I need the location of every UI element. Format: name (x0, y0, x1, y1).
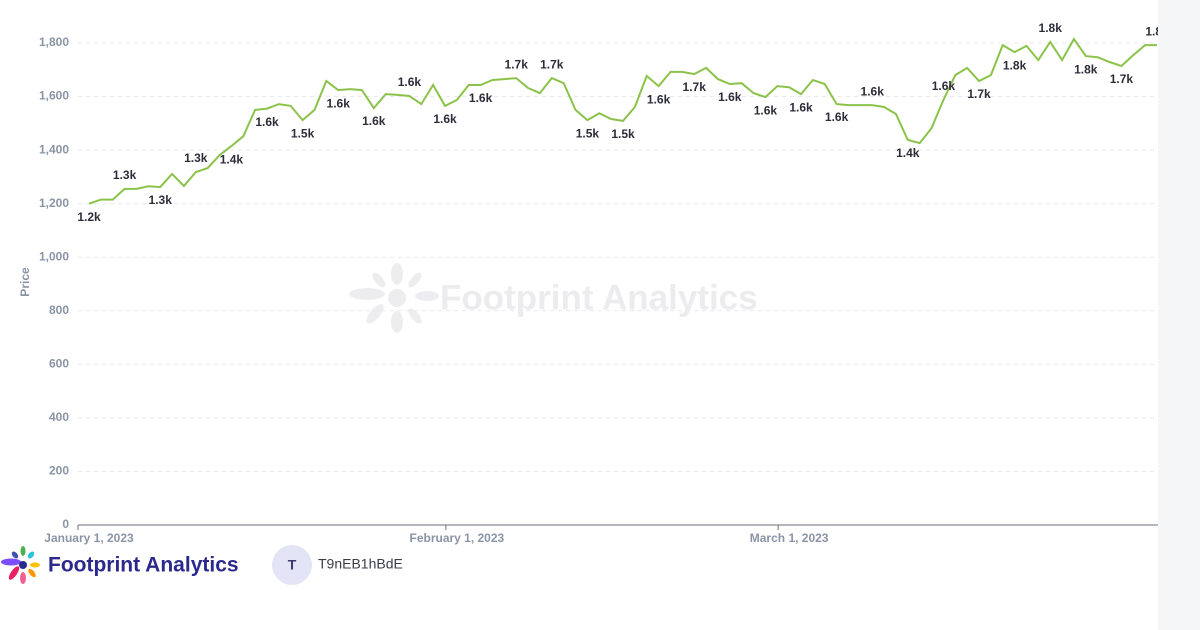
y-tick-label: 1,600 (39, 89, 69, 103)
value-label: 1.8k (1145, 24, 1169, 38)
watermark (349, 263, 439, 333)
value-label: 1.3k (149, 193, 173, 207)
y-tick-label: 0 (62, 517, 69, 531)
value-label: 1.3k (113, 168, 137, 182)
value-label: 1.2k (77, 210, 101, 224)
avatar-initial: T (288, 557, 297, 573)
value-label: 1.6k (398, 75, 422, 89)
y-tick-label: 1,400 (39, 142, 69, 156)
value-label: 1.7k (540, 57, 564, 71)
user-name[interactable]: T9nEB1hBdE (318, 556, 403, 572)
side-strip (1158, 0, 1200, 630)
value-label: 1.5k (291, 126, 315, 140)
y-tick-label: 1,000 (39, 249, 69, 263)
value-label: 1.5k (611, 127, 635, 141)
value-label: 1.6k (861, 84, 885, 98)
brand-logo (1, 546, 40, 584)
y-tick-label: 1,200 (39, 196, 69, 210)
brand-name: Footprint Analytics (48, 554, 239, 577)
value-label: 1.6k (647, 92, 671, 106)
y-tick-label: 400 (49, 410, 69, 424)
x-tick-label: March 1, 2023 (750, 531, 829, 545)
x-tick-label: January 1, 2023 (44, 531, 134, 545)
value-label: 1.6k (327, 96, 351, 110)
value-label: 1.8k (1003, 58, 1027, 72)
value-label: 1.6k (754, 103, 778, 117)
value-label: 1.7k (967, 87, 991, 101)
value-label: 1.6k (433, 112, 457, 126)
y-tick-label: 1,800 (39, 35, 69, 49)
value-label: 1.4k (896, 146, 920, 160)
value-label: 1.6k (932, 79, 956, 93)
value-label: 1.7k (683, 80, 707, 94)
value-label: 1.7k (505, 57, 529, 71)
price-line (88, 37, 1157, 205)
value-label: 1.7k (1110, 72, 1134, 86)
value-label: 1.6k (255, 115, 279, 129)
value-label: 1.5k (576, 126, 600, 140)
avatar[interactable] (272, 545, 312, 585)
value-label: 1.6k (469, 91, 493, 105)
value-label: 1.6k (825, 110, 849, 124)
value-label: 1.6k (789, 100, 813, 114)
value-label: 1.6k (362, 114, 386, 128)
value-label: 1.8k (1074, 62, 1098, 76)
watermark-text: Footprint Analytics (440, 278, 758, 317)
value-label: 1.3k (184, 151, 208, 165)
y-tick-label: 200 (49, 464, 69, 478)
value-label: 1.8k (1039, 21, 1063, 35)
x-tick-label: February 1, 2023 (409, 531, 504, 545)
value-label: 1.4k (220, 152, 244, 166)
y-tick-label: 600 (49, 357, 69, 371)
y-axis-title: Price (18, 267, 32, 297)
value-label: 1.6k (718, 90, 742, 104)
y-tick-label: 800 (49, 303, 69, 317)
